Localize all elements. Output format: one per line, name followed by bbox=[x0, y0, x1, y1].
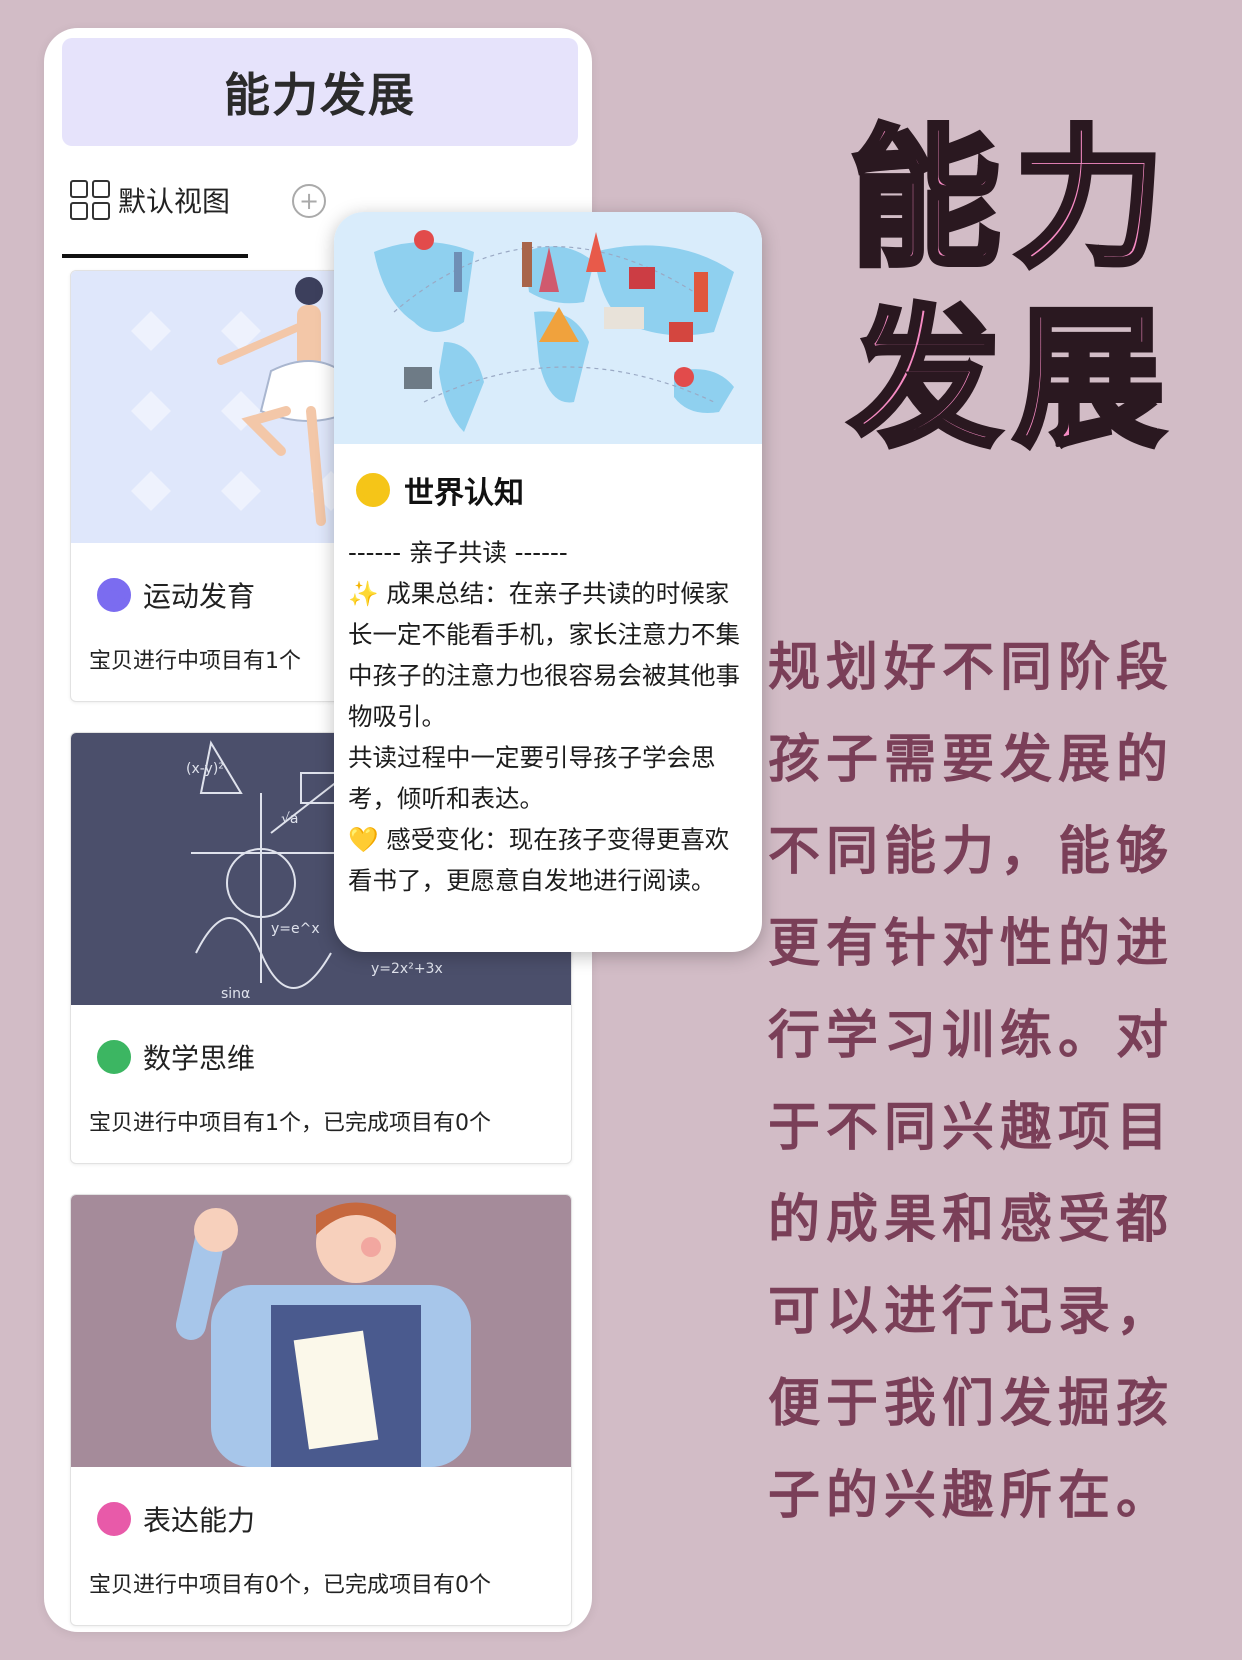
svg-text:y=e^x: y=e^x bbox=[271, 921, 320, 937]
card-title: 数学思维 bbox=[143, 1042, 256, 1075]
reading-guidance: 共读过程中一定要引导孩子学会思考，倾听和表达。 bbox=[348, 743, 716, 813]
ring-icon bbox=[97, 578, 131, 612]
tab-default-view[interactable]: 默认视图 bbox=[70, 178, 230, 222]
speaker-illustration-image bbox=[71, 1195, 571, 1467]
page-title: 能力发展 bbox=[62, 38, 578, 146]
card-desc: 宝贝进行中项目有1个，已完成项目有0个 bbox=[89, 1111, 491, 1136]
description-text: 规划好不同阶段孩子需要发展的不同能力，能够更有针对性的进行学习训练。对于不同兴趣… bbox=[768, 638, 1175, 1526]
ability-card-expression[interactable]: 表达能力 宝贝进行中项目有0个，已完成项目有0个 bbox=[70, 1194, 572, 1626]
card-title-row: 数学思维 bbox=[97, 1037, 255, 1077]
hero-title: 能力发展 bbox=[847, 110, 1179, 470]
divider-line: ------ 亲子共读 ------ bbox=[348, 538, 568, 567]
svg-text:y=2x²+3x: y=2x²+3x bbox=[371, 961, 443, 977]
tab-bar: 默认视图 + bbox=[62, 168, 578, 264]
card-title-row: 运动发育 bbox=[97, 575, 255, 615]
card-desc: 宝贝进行中项目有0个，已完成项目有0个 bbox=[89, 1573, 491, 1598]
world-map-landmarks-image bbox=[334, 212, 762, 444]
popup-title: 世界认知 bbox=[404, 476, 524, 511]
ring-icon bbox=[356, 473, 390, 507]
card-desc: 宝贝进行中项目有1个 bbox=[89, 649, 301, 674]
card-title: 运动发育 bbox=[143, 580, 256, 613]
svg-text:√a: √a bbox=[281, 811, 299, 827]
popup-title-row: 世界认知 bbox=[356, 468, 524, 512]
card-title-row: 表达能力 bbox=[97, 1499, 255, 1539]
result-summary: ✨ 成果总结：在亲子共读的时候家长一定不能看手机，家长注意力不集中孩子的注意力也… bbox=[348, 579, 740, 731]
add-tab-icon[interactable]: + bbox=[292, 184, 326, 218]
feeling-change: 💛 感受变化：现在孩子变得更喜欢看书了，更愿意自发地进行阅读。 bbox=[348, 825, 730, 895]
svg-text:(x-y)²: (x-y)² bbox=[186, 761, 224, 777]
world-cognition-popup[interactable]: 世界认知 ------ 亲子共读 ------ ✨ 成果总结：在亲子共读的时候家… bbox=[334, 212, 762, 952]
ring-icon bbox=[97, 1502, 131, 1536]
grid-view-icon bbox=[70, 180, 110, 220]
card-title: 表达能力 bbox=[143, 1504, 256, 1537]
tab-active-indicator bbox=[62, 254, 248, 258]
svg-text:sinα: sinα bbox=[221, 986, 250, 1002]
tab-default-label: 默认视图 bbox=[118, 185, 231, 218]
ring-icon bbox=[97, 1040, 131, 1074]
popup-body: ------ 亲子共读 ------ ✨ 成果总结：在亲子共读的时候家长一定不能… bbox=[348, 532, 753, 901]
